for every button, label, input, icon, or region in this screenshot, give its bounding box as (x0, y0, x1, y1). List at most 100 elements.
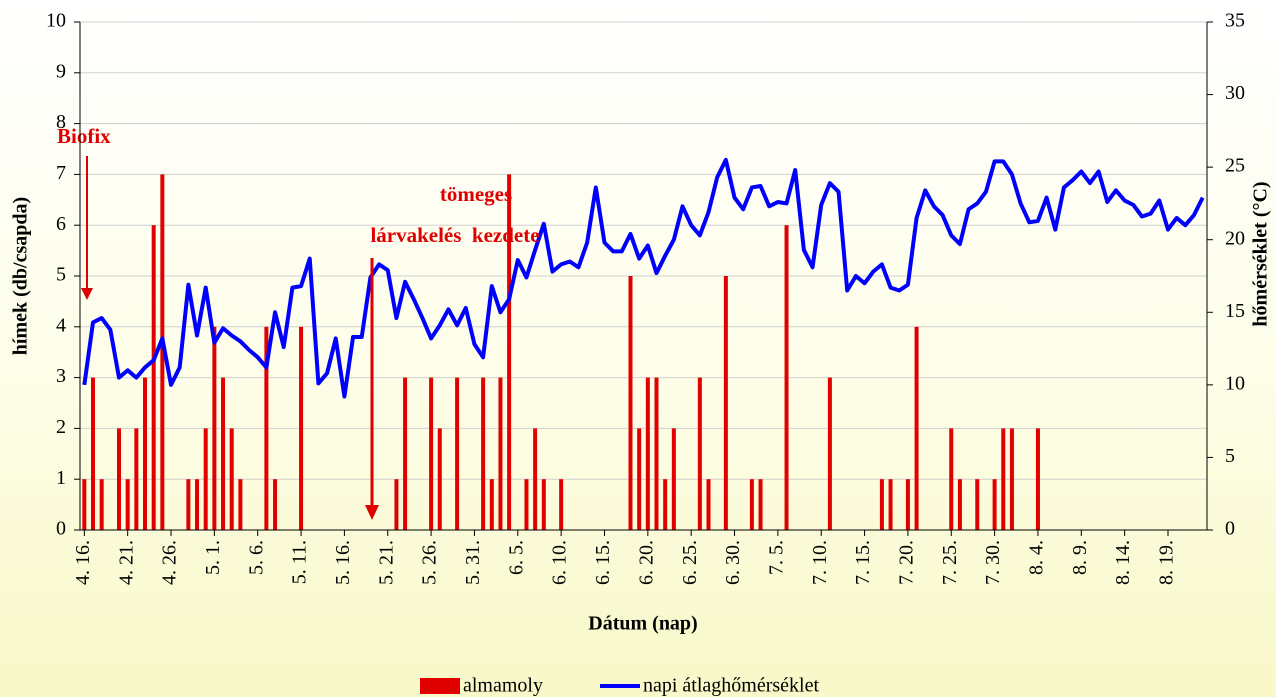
bar (905, 479, 910, 530)
bar (91, 377, 96, 530)
x-tick-label: 5. 11. (289, 540, 311, 584)
bar (264, 326, 269, 530)
bar (273, 479, 278, 530)
bar (489, 479, 494, 530)
x-tick-label: 5. 16. (332, 540, 354, 585)
bar (212, 326, 217, 530)
y-tick-label: 2 (56, 416, 66, 438)
legend-label: almamoly (463, 675, 543, 697)
bar (229, 428, 234, 530)
annotation-arrowhead (81, 288, 93, 300)
x-tick-label: 6. 30. (722, 540, 744, 585)
bar (1009, 428, 1014, 530)
bar (723, 276, 728, 530)
annotation: lárvakelés kezdete (370, 223, 539, 247)
x-tick-label: 8. 4. (1026, 540, 1048, 575)
bar (99, 479, 104, 530)
bar (697, 377, 702, 530)
x-tick-label: 6. 25. (679, 540, 701, 585)
bar (957, 479, 962, 530)
x-tick-label: 6. 5. (505, 540, 527, 575)
bar (879, 479, 884, 530)
y-tick-label: 9 (56, 60, 66, 82)
y2-tick-label: 5 (1225, 445, 1235, 467)
y2-axis-title: hőmérséklet (°C) (1250, 181, 1272, 326)
x-tick-label: 7. 20. (896, 540, 918, 585)
x-tick-label: 6. 20. (635, 540, 657, 585)
y-axis-title: hímek (db/csapda) (10, 197, 32, 355)
bar (749, 479, 754, 530)
bar (992, 479, 997, 530)
annotation-arrowhead (365, 505, 379, 520)
x-axis-title: Dátum (nap) (588, 613, 697, 635)
y-tick-label: 1 (56, 467, 66, 489)
legend-label: napi átlaghőmérséklet (643, 675, 819, 697)
x-tick-label: 7. 15. (852, 540, 874, 585)
x-tick-label: 7. 25. (939, 540, 961, 585)
bar (143, 377, 148, 530)
bar (481, 377, 486, 530)
bar (827, 377, 832, 530)
bar (645, 377, 650, 530)
x-tick-label: 4. 21. (115, 540, 137, 585)
x-tick-label: 8. 19. (1156, 540, 1178, 585)
y-tick-label: 4 (56, 314, 66, 336)
bar (403, 377, 408, 530)
y-tick-label: 3 (56, 365, 66, 387)
y-tick-label: 0 (56, 518, 66, 540)
x-tick-label: 5. 6. (245, 540, 267, 575)
legend-swatch (420, 678, 460, 694)
bar (429, 377, 434, 530)
y2-tick-label: 0 (1225, 518, 1235, 540)
x-tick-label: 7. 10. (809, 540, 831, 585)
annotation: Biofix (57, 124, 111, 148)
bar (914, 326, 919, 530)
plot-area (80, 21, 1207, 530)
bar (628, 276, 633, 530)
bar (203, 428, 208, 530)
y-tick-label: 5 (56, 264, 66, 286)
y-tick-label: 10 (46, 10, 66, 32)
x-tick-label: 8. 14. (1112, 540, 1134, 585)
bar (151, 225, 156, 530)
y2-tick-label: 35 (1225, 10, 1245, 32)
bar (299, 326, 304, 530)
bar (437, 428, 442, 530)
x-tick-label: 4. 26. (159, 540, 181, 585)
x-tick-label: 4. 16. (72, 540, 94, 585)
bar (134, 428, 139, 530)
bar (238, 479, 243, 530)
bar (888, 479, 893, 530)
bar (455, 377, 460, 530)
y2-tick-label: 25 (1225, 155, 1245, 177)
bar (758, 479, 763, 530)
bar (82, 479, 87, 530)
bar (784, 225, 789, 530)
bar (706, 479, 711, 530)
legend: almamoly napi átlaghőmérséklet (420, 675, 819, 697)
bar (975, 479, 980, 530)
x-tick-label: 6. 15. (592, 540, 614, 585)
bar (533, 428, 538, 530)
bar (394, 479, 399, 530)
bar (1035, 428, 1040, 530)
bar (125, 479, 130, 530)
y2-tick-label: 10 (1225, 372, 1245, 394)
x-tick-label: 7. 5. (765, 540, 787, 575)
bar (524, 479, 529, 530)
bar (541, 479, 546, 530)
annotation: tömeges (440, 182, 512, 206)
bar (498, 377, 503, 530)
y-tick-label: 8 (56, 111, 66, 133)
x-tick-label: 5. 21. (375, 540, 397, 585)
bar (117, 428, 122, 530)
bar (637, 428, 642, 530)
x-tick-label: 5. 1. (202, 540, 224, 575)
bar (507, 174, 512, 530)
x-tick-label: 6. 10. (549, 540, 571, 585)
bar (671, 428, 676, 530)
x-tick-label: 5. 31. (462, 540, 484, 585)
line (82, 157, 1205, 399)
x-tick-label: 7. 30. (982, 540, 1004, 585)
